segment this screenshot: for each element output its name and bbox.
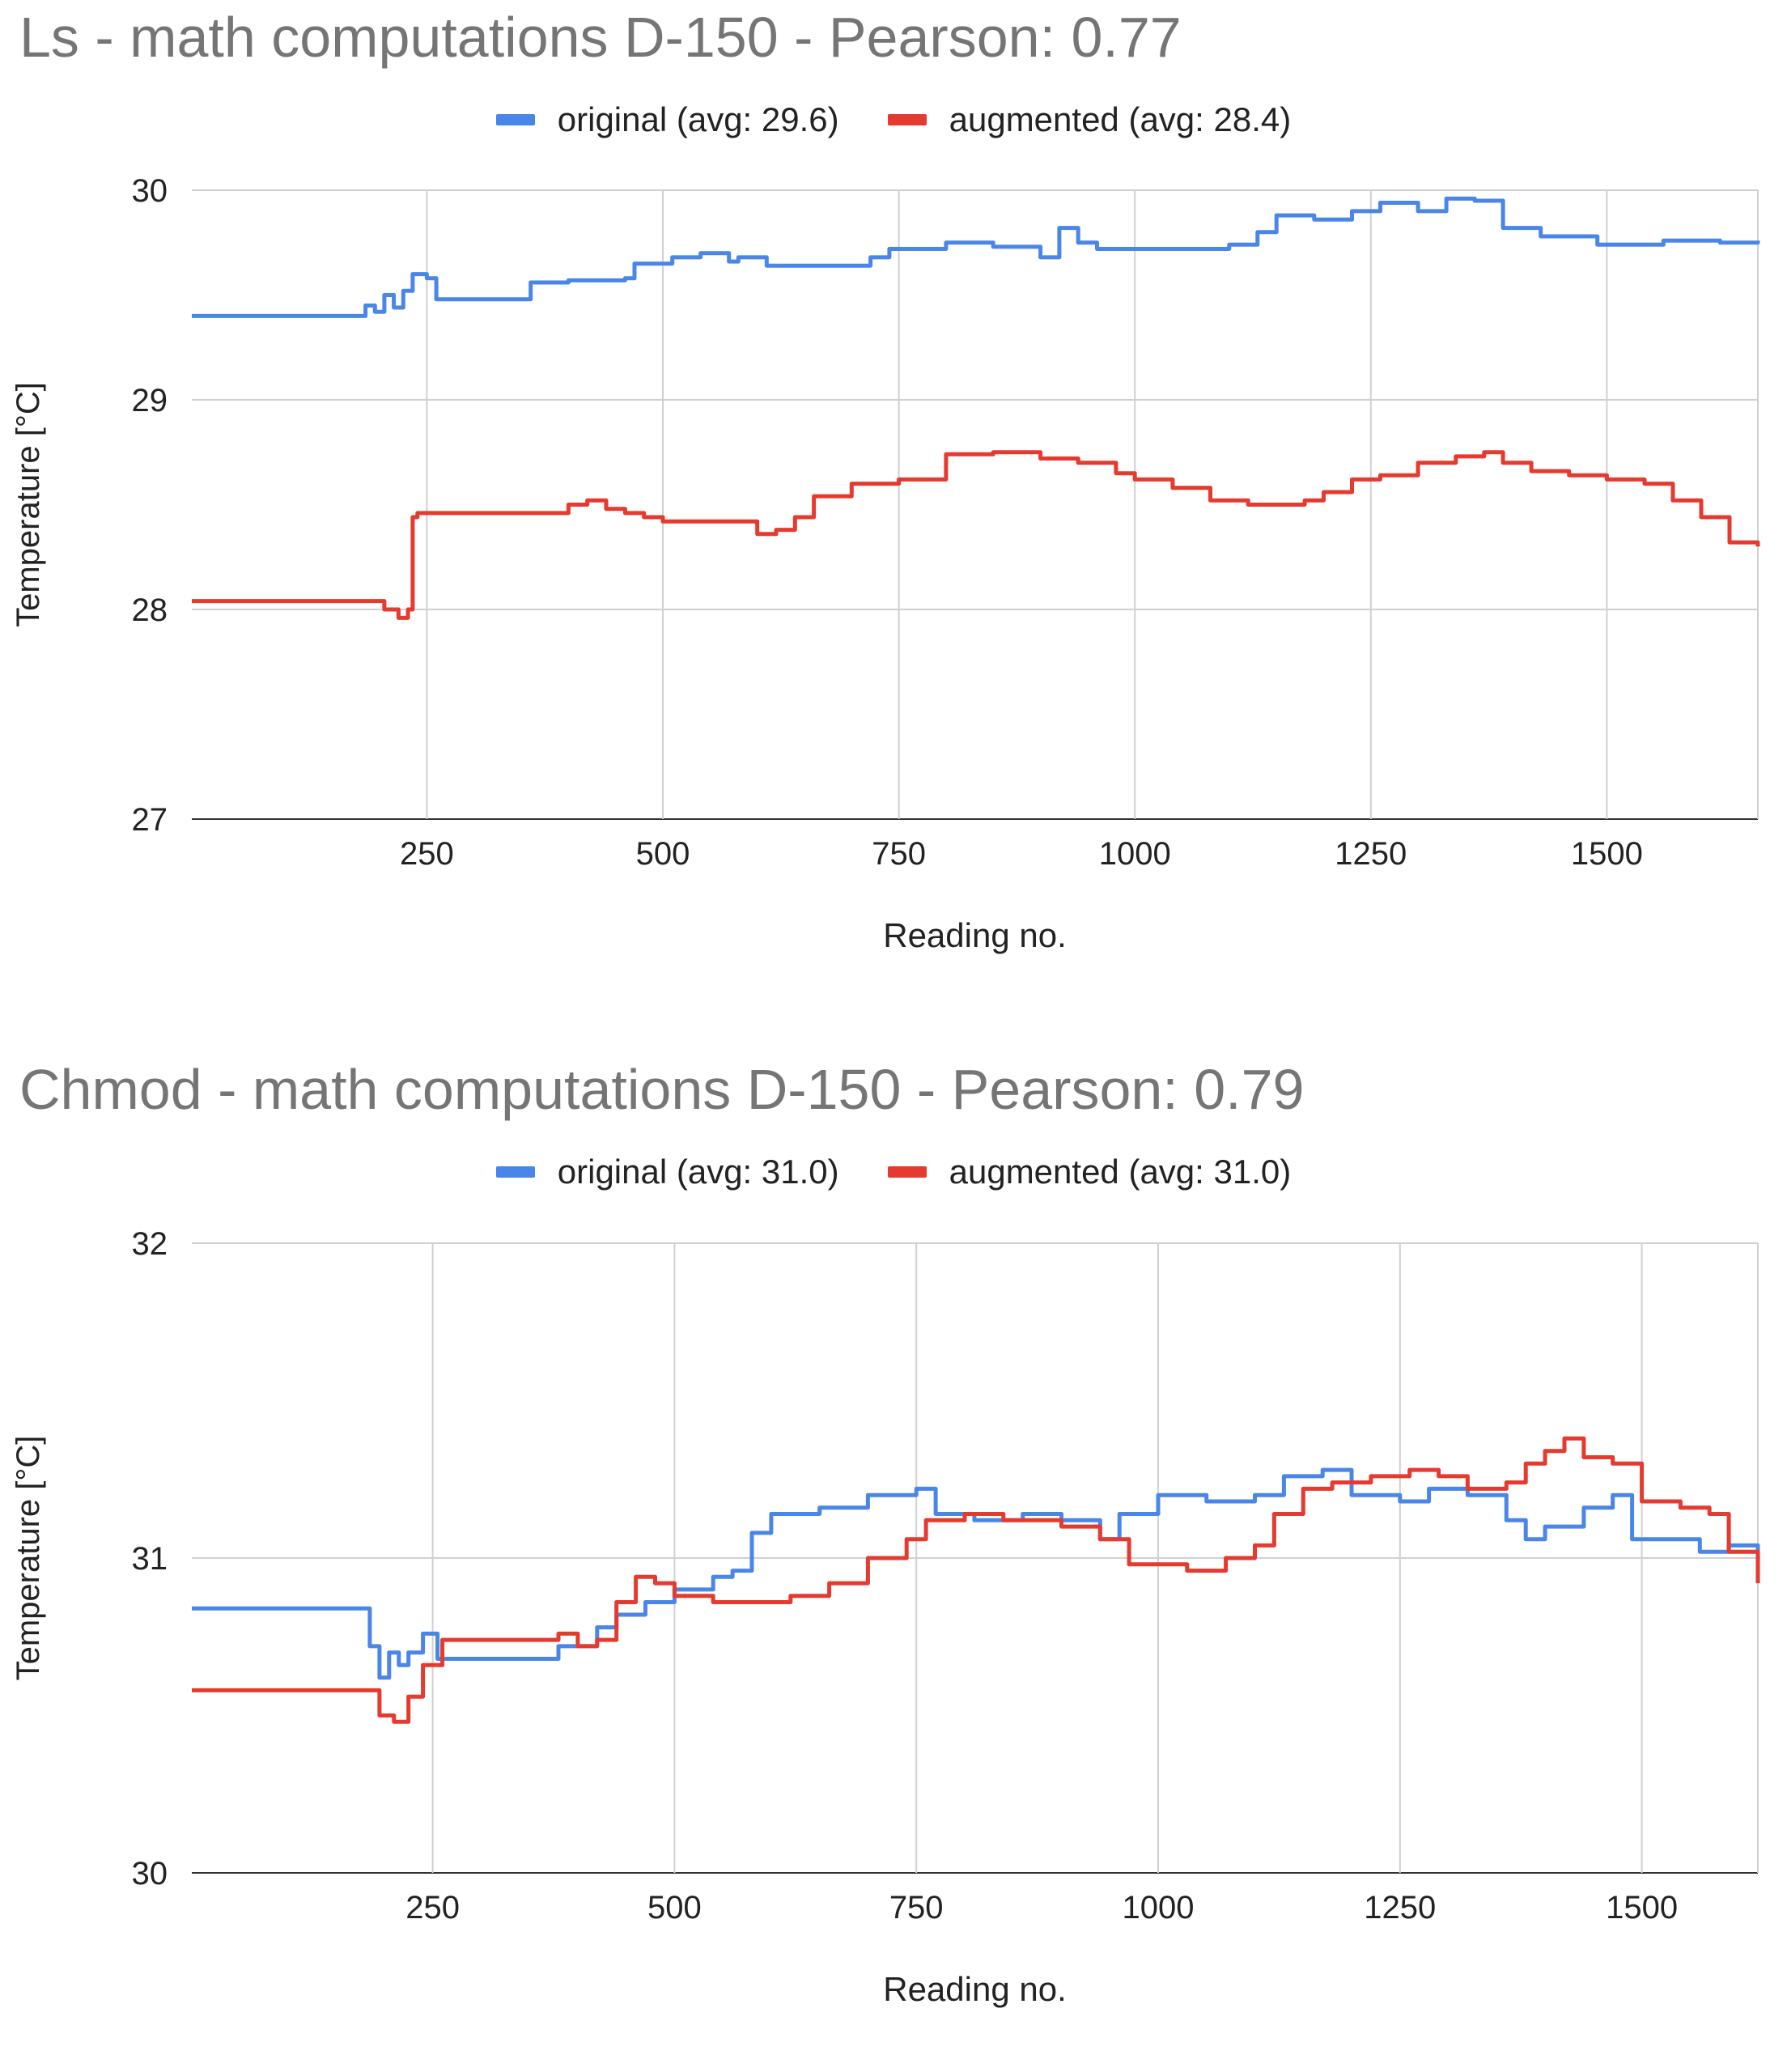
y-tick-label: 30 [132,1856,168,1892]
x-tick-label: 500 [636,836,690,872]
chart-chmod: Chmod - math computations D-150 - Pearso… [0,1052,1787,2072]
chart-ls: Ls - math computations D-150 - Pearson: … [0,0,1787,1020]
legend-swatch-augmented [887,114,927,125]
series-line-original [192,1467,1760,1680]
legend-swatch-original [495,114,535,125]
y-tick-label: 31 [132,1541,168,1577]
y-tick-label: 28 [132,592,168,628]
x-axis-label: Reading no. [883,1970,1067,2008]
y-tick-label: 32 [132,1226,168,1262]
x-tick-label: 1500 [1606,1890,1678,1926]
plot-area: 30 31 32 250 500 750 1000 1250 1500 Reading no. Te… [11,1226,1760,2008]
x-tick-label: 250 [405,1890,460,1926]
x-tick-label: 500 [647,1890,702,1926]
x-tick-label: 750 [889,1890,944,1926]
x-tick-label: 250 [400,836,454,872]
legend-item-augmented[interactable]: augmented (avg: 28.4) [887,100,1292,139]
x-tick-label: 1250 [1364,1890,1436,1926]
legend-item-augmented[interactable]: augmented (avg: 31.0) [887,1153,1292,1191]
y-axis-label: Temperature [°C] [11,1436,46,1681]
x-tick-label: 1000 [1122,1890,1194,1926]
legend-label-augmented: augmented (avg: 31.0) [949,1153,1292,1191]
plot-area: 27 28 29 30 250 500 750 1000 1250 1500 Reading no.… [11,173,1760,954]
series-line-augmented [192,450,1760,620]
legend-label-original: original (avg: 29.6) [557,100,839,138]
legend-label-original: original (avg: 31.0) [557,1153,839,1191]
series-line-augmented [192,1436,1760,1724]
x-axis-label: Reading no. [883,916,1067,954]
chart-title: Chmod - math computations D-150 - Pearso… [19,1058,1305,1121]
legend: original (avg: 31.0) augmented (avg: 31.… [0,1153,1787,1191]
x-tick-label: 1250 [1335,836,1407,872]
legend-label-augmented: augmented (avg: 28.4) [949,100,1292,138]
y-axis-label: Temperature [°C] [11,382,46,627]
x-tick-label: 1500 [1571,836,1643,872]
legend: original (avg: 29.6) augmented (avg: 28.… [0,100,1787,139]
y-tick-label: 30 [132,173,168,209]
x-tick-label: 1000 [1099,836,1171,872]
series-line-original [192,196,1760,318]
legend-swatch-augmented [887,1166,927,1178]
legend-item-original[interactable]: original (avg: 31.0) [495,1153,839,1191]
legend-swatch-original [495,1166,535,1178]
legend-item-original[interactable]: original (avg: 29.6) [495,100,839,139]
x-tick-label: 750 [872,836,926,872]
y-tick-label: 29 [132,383,168,418]
chart-title: Ls - math computations D-150 - Pearson: … [19,6,1182,69]
y-tick-label: 27 [132,802,168,838]
